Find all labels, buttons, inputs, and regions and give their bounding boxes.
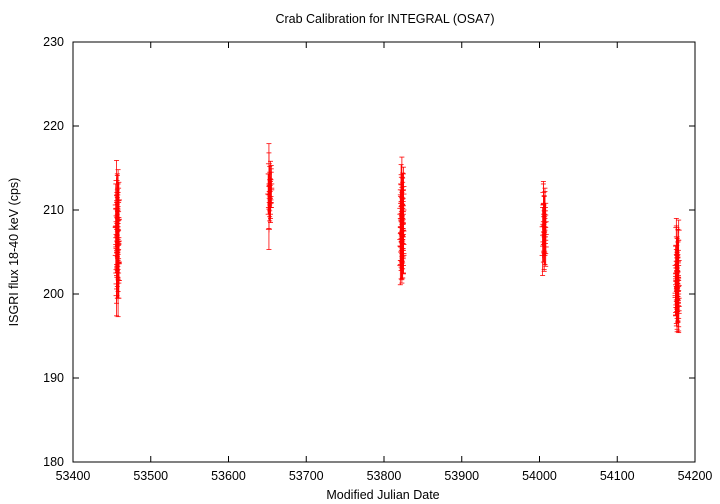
data-point bbox=[266, 183, 273, 222]
data-point bbox=[397, 227, 404, 266]
axis-ticks: 53400 53500 53600 53700 53800 53900 54000 54100… bbox=[43, 35, 712, 483]
x-tick-label: 53900 bbox=[444, 469, 479, 483]
data-point bbox=[267, 181, 274, 219]
y-tick-label: 210 bbox=[43, 203, 64, 217]
chart-title: Crab Calibration for INTEGRAL (OSA7) bbox=[275, 12, 494, 26]
y-tick-label: 200 bbox=[43, 287, 64, 301]
plot-frame bbox=[72, 41, 696, 463]
data-point bbox=[673, 217, 680, 238]
y-tick-label: 220 bbox=[43, 119, 64, 133]
data-point bbox=[399, 198, 406, 240]
data-point bbox=[541, 222, 548, 266]
data-point bbox=[398, 156, 405, 198]
x-tick-label: 53700 bbox=[289, 469, 324, 483]
x-axis-label: Modified Julian Date bbox=[326, 488, 439, 502]
data-point bbox=[398, 184, 405, 223]
x-tick-label: 53600 bbox=[211, 469, 246, 483]
x-tick-label: 53500 bbox=[133, 469, 168, 483]
data-point bbox=[540, 181, 547, 204]
data-point bbox=[541, 187, 548, 228]
data-point bbox=[674, 271, 681, 312]
x-tick-label: 54200 bbox=[678, 469, 713, 483]
data-point bbox=[115, 244, 122, 284]
data-point bbox=[541, 233, 548, 272]
data-point bbox=[675, 286, 682, 328]
data-point bbox=[115, 279, 122, 318]
data-points bbox=[112, 143, 682, 334]
x-tick-label: 53800 bbox=[367, 469, 402, 483]
data-point bbox=[114, 234, 121, 271]
y-tick-label: 230 bbox=[43, 35, 64, 49]
data-point bbox=[113, 275, 120, 317]
x-tick-label: 54100 bbox=[600, 469, 635, 483]
data-point bbox=[113, 202, 120, 242]
y-tick-label: 180 bbox=[43, 455, 64, 469]
data-point bbox=[115, 228, 122, 271]
data-point bbox=[268, 168, 275, 208]
data-point bbox=[114, 173, 121, 212]
y-tick-label: 190 bbox=[43, 371, 64, 385]
y-axis-label: ISGRI flux 18-40 keV (cps) bbox=[7, 178, 21, 327]
x-tick-label: 53400 bbox=[56, 469, 91, 483]
x-tick-label: 54000 bbox=[522, 469, 557, 483]
data-point bbox=[265, 208, 272, 250]
